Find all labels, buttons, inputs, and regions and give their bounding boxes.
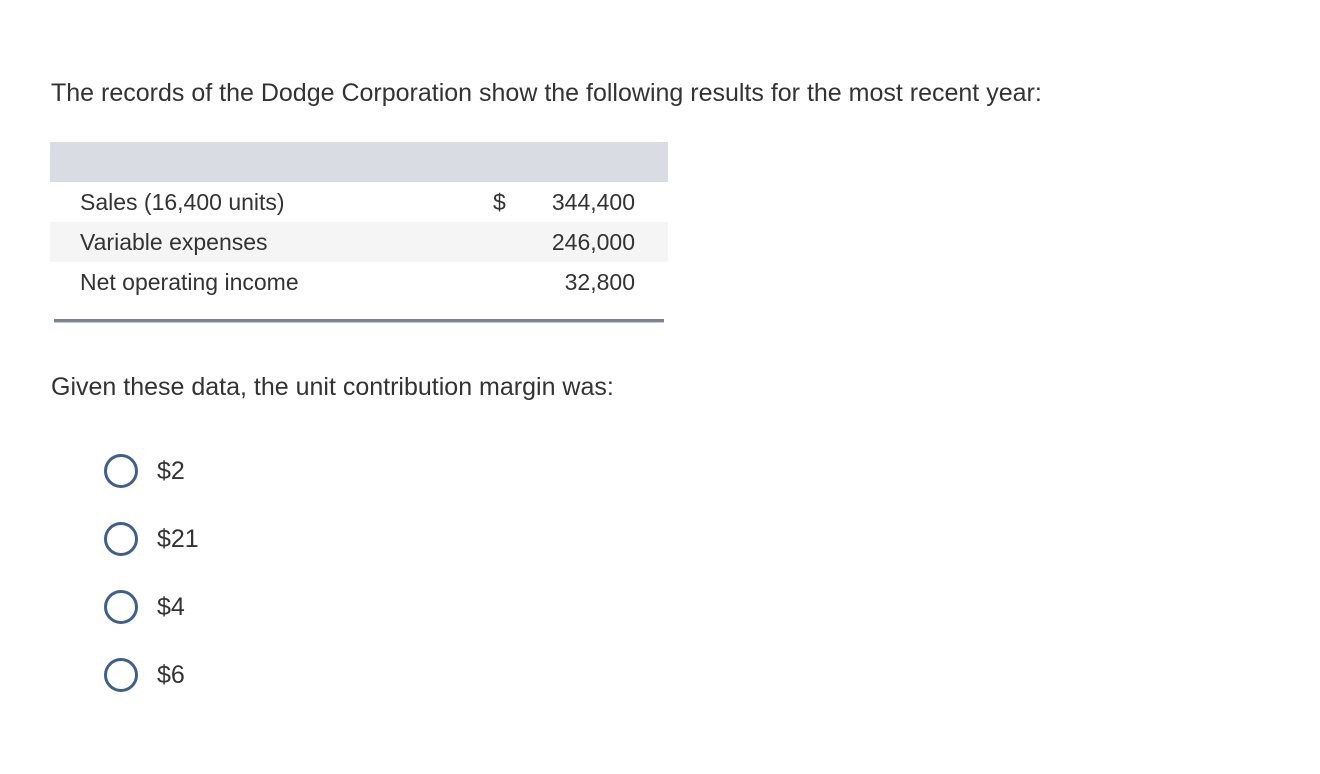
table-row-variable-expenses: Variable expenses 246,000	[50, 222, 668, 262]
row-value: 344,400	[551, 189, 635, 215]
currency-symbol: $	[493, 189, 506, 215]
table-bottom-rule	[54, 319, 664, 323]
option-label[interactable]: $6	[157, 661, 185, 689]
income-data-table: Sales (16,400 units) $ 344,400 Variable …	[50, 142, 668, 302]
row-value: 32,800	[564, 269, 635, 295]
question-prompt: Given these data, the unit contribution …	[51, 373, 614, 401]
row-value: 246,000	[551, 229, 635, 255]
radio-button[interactable]	[104, 522, 138, 556]
table-header-band	[50, 142, 668, 182]
question-intro: The records of the Dodge Corporation sho…	[51, 79, 1042, 107]
table-row-sales: Sales (16,400 units) $ 344,400	[50, 182, 668, 222]
option-label[interactable]: $2	[157, 457, 185, 485]
radio-button[interactable]	[104, 454, 138, 488]
row-label: Sales (16,400 units)	[80, 189, 285, 215]
option-label[interactable]: $4	[157, 593, 185, 621]
radio-button[interactable]	[104, 658, 138, 692]
option-label[interactable]: $21	[157, 525, 199, 553]
row-label: Variable expenses	[80, 229, 268, 255]
table-row-net-operating-income: Net operating income 32,800	[50, 262, 668, 302]
row-label: Net operating income	[80, 269, 299, 295]
radio-button[interactable]	[104, 590, 138, 624]
